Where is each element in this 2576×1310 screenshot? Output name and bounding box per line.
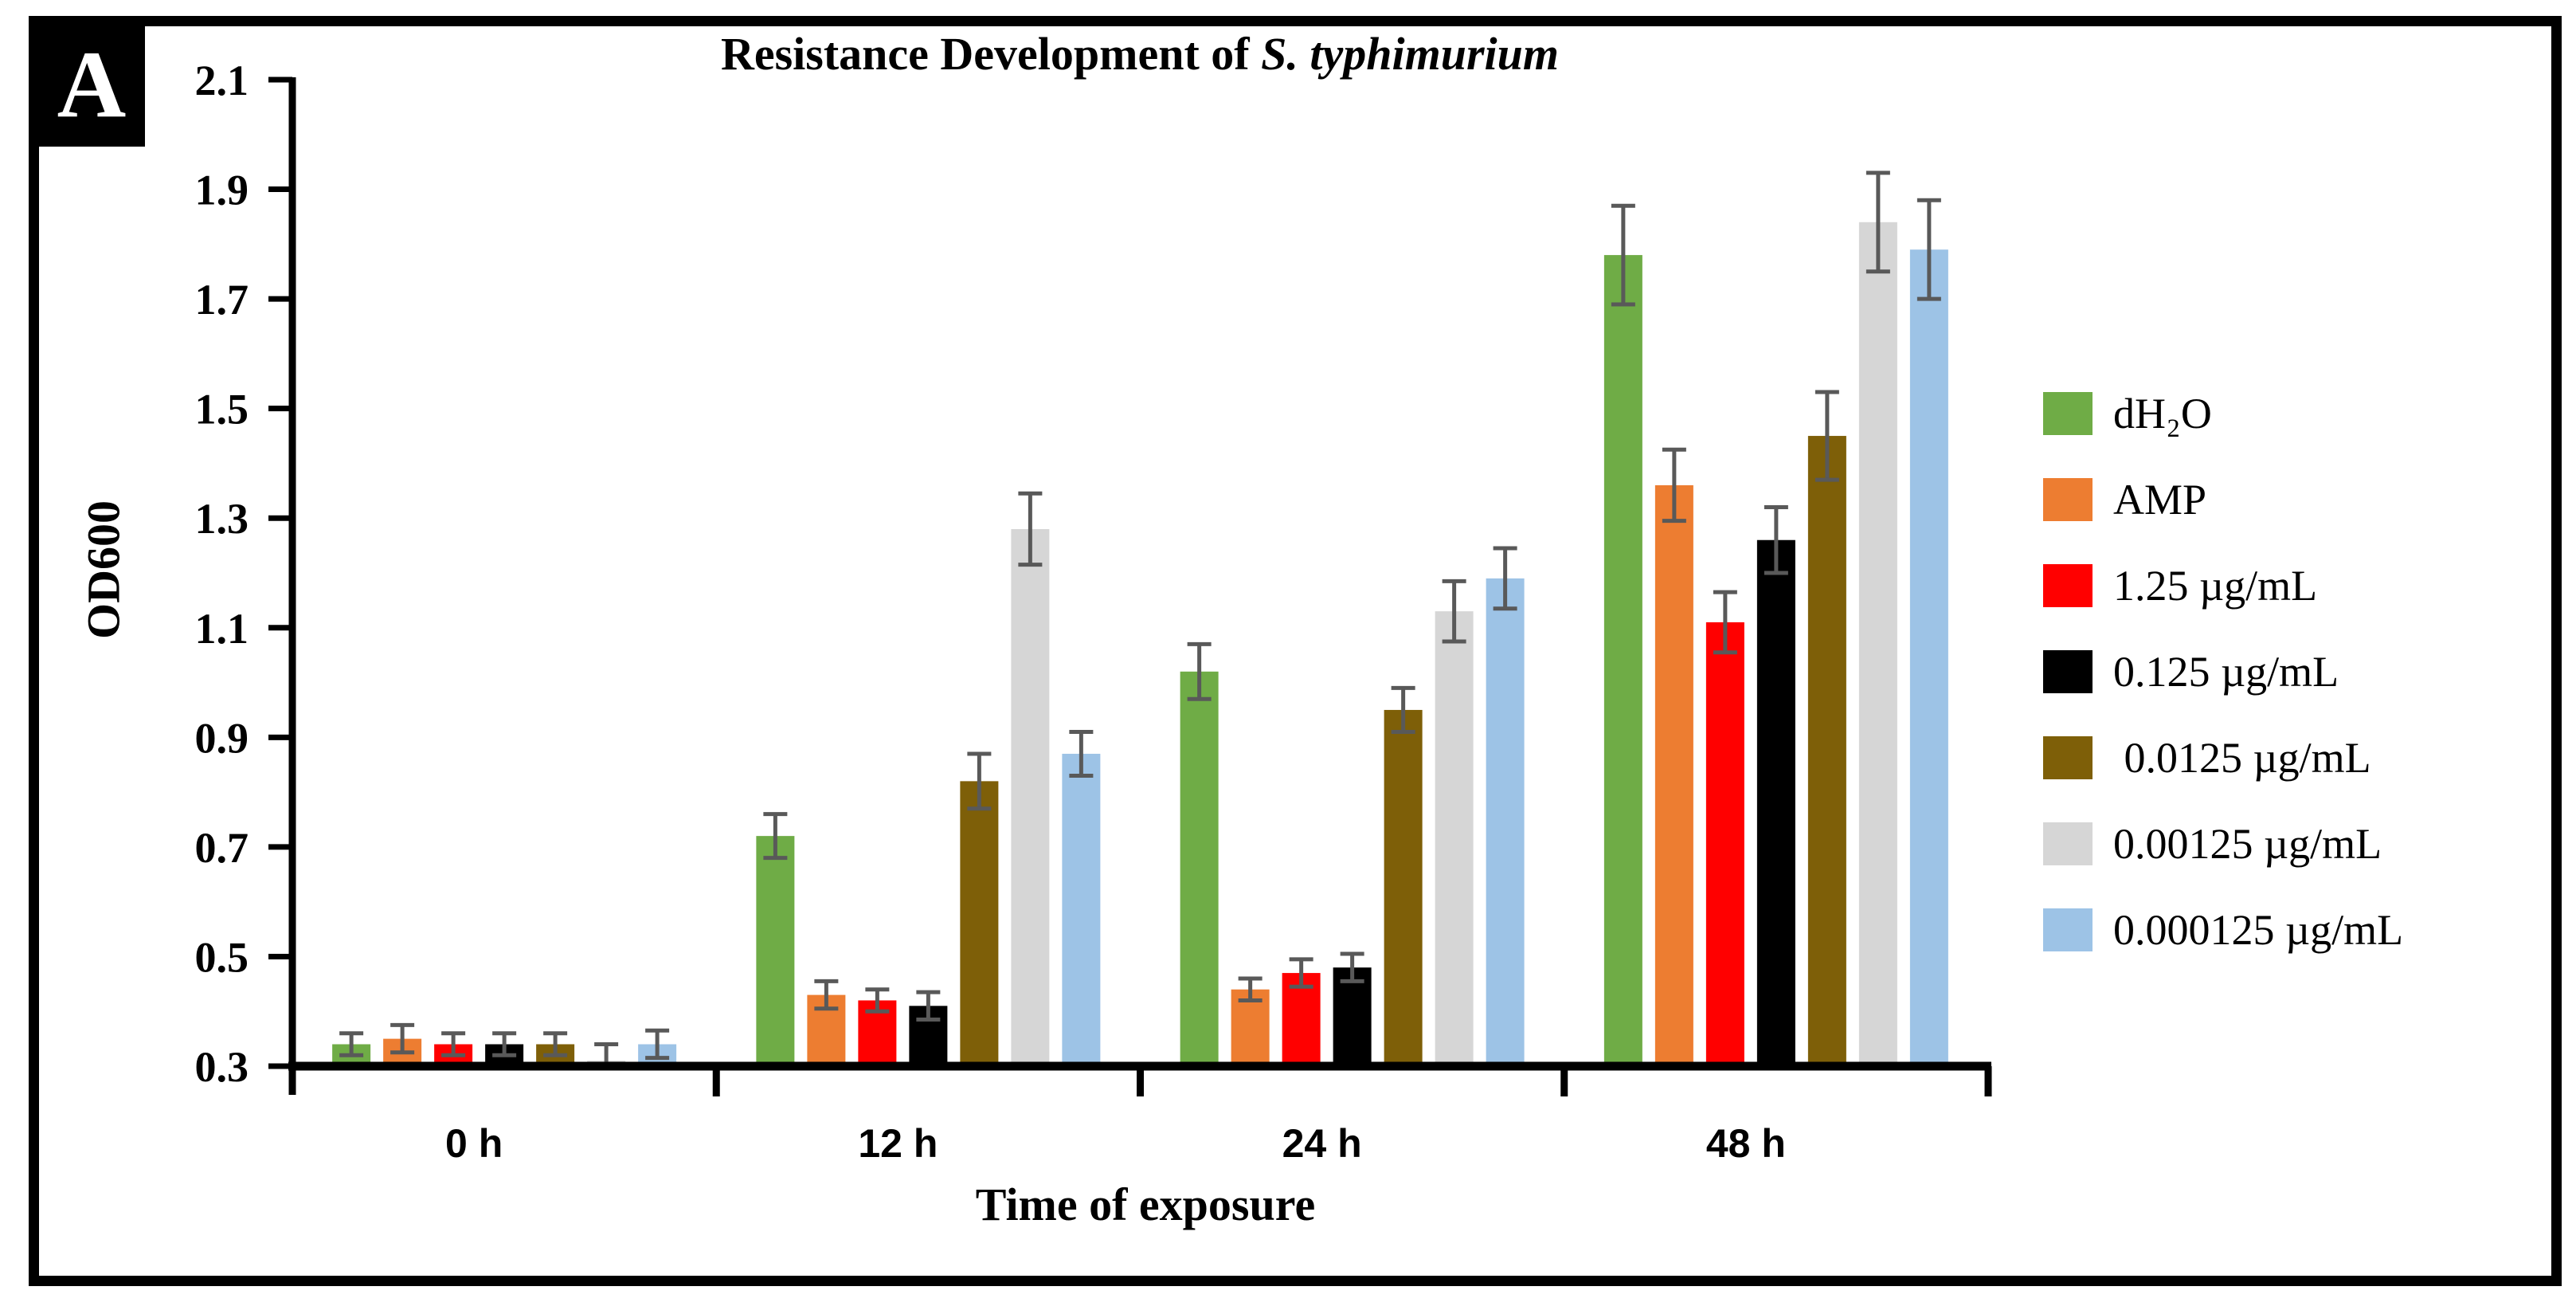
legend-swatch <box>2043 478 2093 521</box>
bar <box>1180 671 1219 1066</box>
legend-swatch <box>2043 650 2093 693</box>
bar <box>1384 709 1423 1066</box>
x-category-label: 0 h <box>445 1121 503 1166</box>
y-tick-label: 0.9 <box>195 714 249 762</box>
bar <box>1858 222 1897 1066</box>
legend-item: 0.125 µg/mL <box>2043 650 2403 693</box>
bar <box>756 836 795 1066</box>
y-axis-title: OD600 <box>77 500 130 639</box>
chart-title-species: S. typhimurium <box>1261 28 1560 80</box>
bar <box>1603 255 1642 1067</box>
legend-item: 1.25 µg/mL <box>2043 564 2403 607</box>
x-category-label: 24 h <box>1282 1121 1362 1166</box>
figure-border <box>29 16 2562 1286</box>
legend-label: 0.125 µg/mL <box>2113 648 2339 696</box>
legend-label: 0.0125 µg/mL <box>2113 734 2371 782</box>
legend-item: 0.000125 µg/mL <box>2043 908 2403 951</box>
legend-label: AMP <box>2113 476 2207 524</box>
bar <box>1756 539 1795 1066</box>
legend-swatch <box>2043 392 2093 435</box>
y-tick-label: 0.7 <box>195 824 249 872</box>
legend-item: 0.0125 µg/mL <box>2043 736 2403 779</box>
y-tick-label: 0.5 <box>195 933 249 981</box>
legend-item: 0.00125 µg/mL <box>2043 822 2403 865</box>
y-tick-label: 1.3 <box>195 495 249 543</box>
bar <box>960 781 999 1066</box>
legend-item: dH₂O <box>2043 392 2403 435</box>
legend-swatch <box>2043 822 2093 865</box>
x-category-label: 12 h <box>858 1121 938 1166</box>
bar <box>1654 484 1693 1066</box>
legend-label: 0.00125 µg/mL <box>2113 820 2382 868</box>
chart-title: Resistance Development of S. typhimurium <box>721 27 1559 80</box>
y-tick-label: 1.5 <box>195 386 249 433</box>
chart-title-text: Resistance Development of <box>720 28 1262 80</box>
legend-label: 0.000125 µg/mL <box>2113 906 2404 954</box>
x-category-label: 48 h <box>1706 1121 1786 1166</box>
bar <box>1705 622 1744 1066</box>
bar <box>1062 753 1101 1066</box>
legend-swatch <box>2043 564 2093 607</box>
y-tick-label: 1.7 <box>195 276 249 324</box>
bar <box>1333 967 1372 1066</box>
bar <box>1807 436 1846 1066</box>
panel-label: A <box>38 22 145 147</box>
legend: dH₂O AMP 1.25 µg/mL 0.125 µg/mL 0.0125 µg/m… <box>2043 392 2403 994</box>
x-axis-title: Time of exposure <box>975 1179 1316 1230</box>
y-tick-label: 0.3 <box>195 1043 249 1091</box>
y-tick-label: 2.1 <box>195 57 249 104</box>
legend-label: dH₂O <box>2113 390 2212 437</box>
legend-label: 1.25 µg/mL <box>2113 562 2318 610</box>
bar <box>1909 249 1948 1066</box>
bar <box>1486 578 1525 1066</box>
legend-swatch <box>2043 908 2093 951</box>
y-tick-label: 1.9 <box>195 167 249 214</box>
legend-swatch <box>2043 736 2093 779</box>
bar <box>1011 528 1050 1066</box>
y-tick-label: 1.1 <box>195 605 249 653</box>
legend-item: AMP <box>2043 478 2403 521</box>
bar <box>1435 611 1474 1066</box>
